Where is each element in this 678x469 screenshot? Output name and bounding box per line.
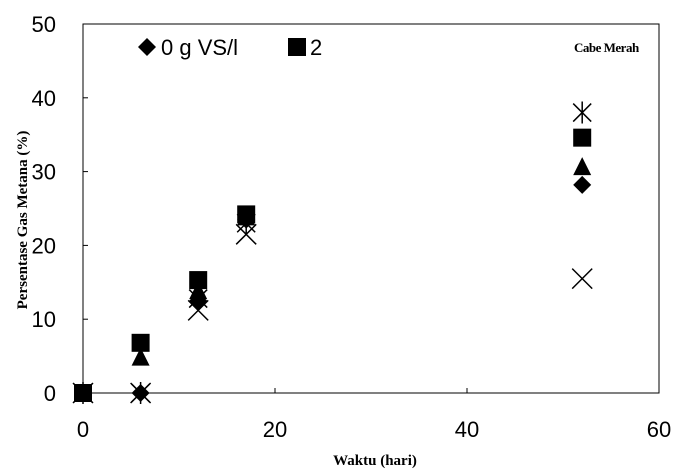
legend-label-series-2: 2 <box>310 35 322 60</box>
square-marker <box>131 333 150 352</box>
diamond-marker <box>131 384 150 402</box>
square-marker <box>74 384 92 402</box>
triangle-marker <box>131 347 150 366</box>
x-tick-label: 20 <box>263 417 287 442</box>
x-marker <box>235 223 257 245</box>
y-tick-label: 10 <box>32 307 56 332</box>
y-tick-label: 50 <box>32 12 56 37</box>
triangle-marker <box>189 281 208 300</box>
x-marker <box>571 268 593 290</box>
x-tick-label: 0 <box>77 417 89 442</box>
diamond-marker <box>189 291 208 310</box>
data-marks <box>72 101 593 404</box>
y-tick-label: 0 <box>44 381 56 406</box>
legend-square-marker <box>288 38 306 56</box>
triangle-marker <box>573 157 592 176</box>
legend: 0 g VS/l 2 <box>138 35 322 60</box>
x-tick-label: 60 <box>647 417 671 442</box>
asterisk-marker <box>572 101 592 124</box>
y-tick-label: 40 <box>32 86 56 111</box>
legend-label-series-1: 0 g VS/l <box>161 35 238 60</box>
x-tick-labels: 0 20 40 60 <box>77 388 671 442</box>
square-marker <box>573 128 592 147</box>
plot-area <box>82 23 660 394</box>
x-axis-label: Waktu (hari) <box>333 453 417 469</box>
chart-annotation: Cabe Merah <box>574 40 640 55</box>
square-marker <box>189 271 208 290</box>
diamond-marker <box>573 175 592 194</box>
x-marker <box>187 299 209 321</box>
y-tick-label: 30 <box>32 160 56 185</box>
y-tick-labels: 0 10 20 30 40 50 <box>32 12 88 406</box>
y-axis-label: Persentase Gas Metana (%) <box>15 131 31 310</box>
y-tick-label: 20 <box>32 233 56 258</box>
x-tick-label: 40 <box>455 417 479 442</box>
legend-diamond-marker <box>138 38 156 56</box>
square-marker <box>237 205 256 224</box>
